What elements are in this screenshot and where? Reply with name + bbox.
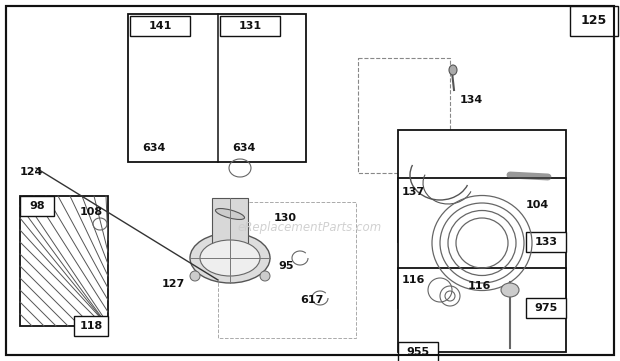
Bar <box>398 342 438 361</box>
Text: 131: 131 <box>239 21 262 31</box>
Text: 116: 116 <box>402 275 425 285</box>
Text: 634: 634 <box>232 143 255 153</box>
Text: 133: 133 <box>534 237 557 247</box>
Bar <box>212 198 248 248</box>
Text: 118: 118 <box>79 321 103 331</box>
Bar <box>526 298 566 318</box>
Text: 141: 141 <box>148 21 172 31</box>
Text: 137: 137 <box>402 187 425 197</box>
Text: 116: 116 <box>468 281 492 291</box>
Bar <box>128 14 306 162</box>
Text: 955: 955 <box>407 347 430 357</box>
Bar <box>20 196 108 326</box>
Text: 98: 98 <box>29 201 45 211</box>
Bar <box>358 58 450 173</box>
Bar <box>398 130 566 242</box>
Bar <box>526 232 566 252</box>
Text: 130: 130 <box>274 213 297 223</box>
Bar <box>218 202 356 338</box>
Text: eReplacementParts.com: eReplacementParts.com <box>238 222 382 235</box>
Ellipse shape <box>449 65 457 75</box>
Bar <box>398 268 566 352</box>
Text: 104: 104 <box>526 200 549 210</box>
Text: 617: 617 <box>300 295 324 305</box>
Text: 634: 634 <box>142 143 166 153</box>
Text: 134: 134 <box>460 95 483 105</box>
Text: 124: 124 <box>20 167 43 177</box>
Ellipse shape <box>216 209 244 219</box>
Text: 108: 108 <box>80 207 103 217</box>
Bar <box>570 6 618 36</box>
Bar <box>74 316 108 336</box>
Bar <box>20 196 54 216</box>
Text: 975: 975 <box>534 303 557 313</box>
Text: 127: 127 <box>162 279 185 289</box>
Circle shape <box>260 271 270 281</box>
Text: 125: 125 <box>581 14 607 27</box>
Ellipse shape <box>200 240 260 276</box>
Bar <box>220 16 280 36</box>
Ellipse shape <box>190 233 270 283</box>
Bar <box>130 16 190 36</box>
Text: 95: 95 <box>278 261 293 271</box>
Circle shape <box>190 271 200 281</box>
Bar <box>398 178 566 308</box>
Ellipse shape <box>501 283 519 297</box>
